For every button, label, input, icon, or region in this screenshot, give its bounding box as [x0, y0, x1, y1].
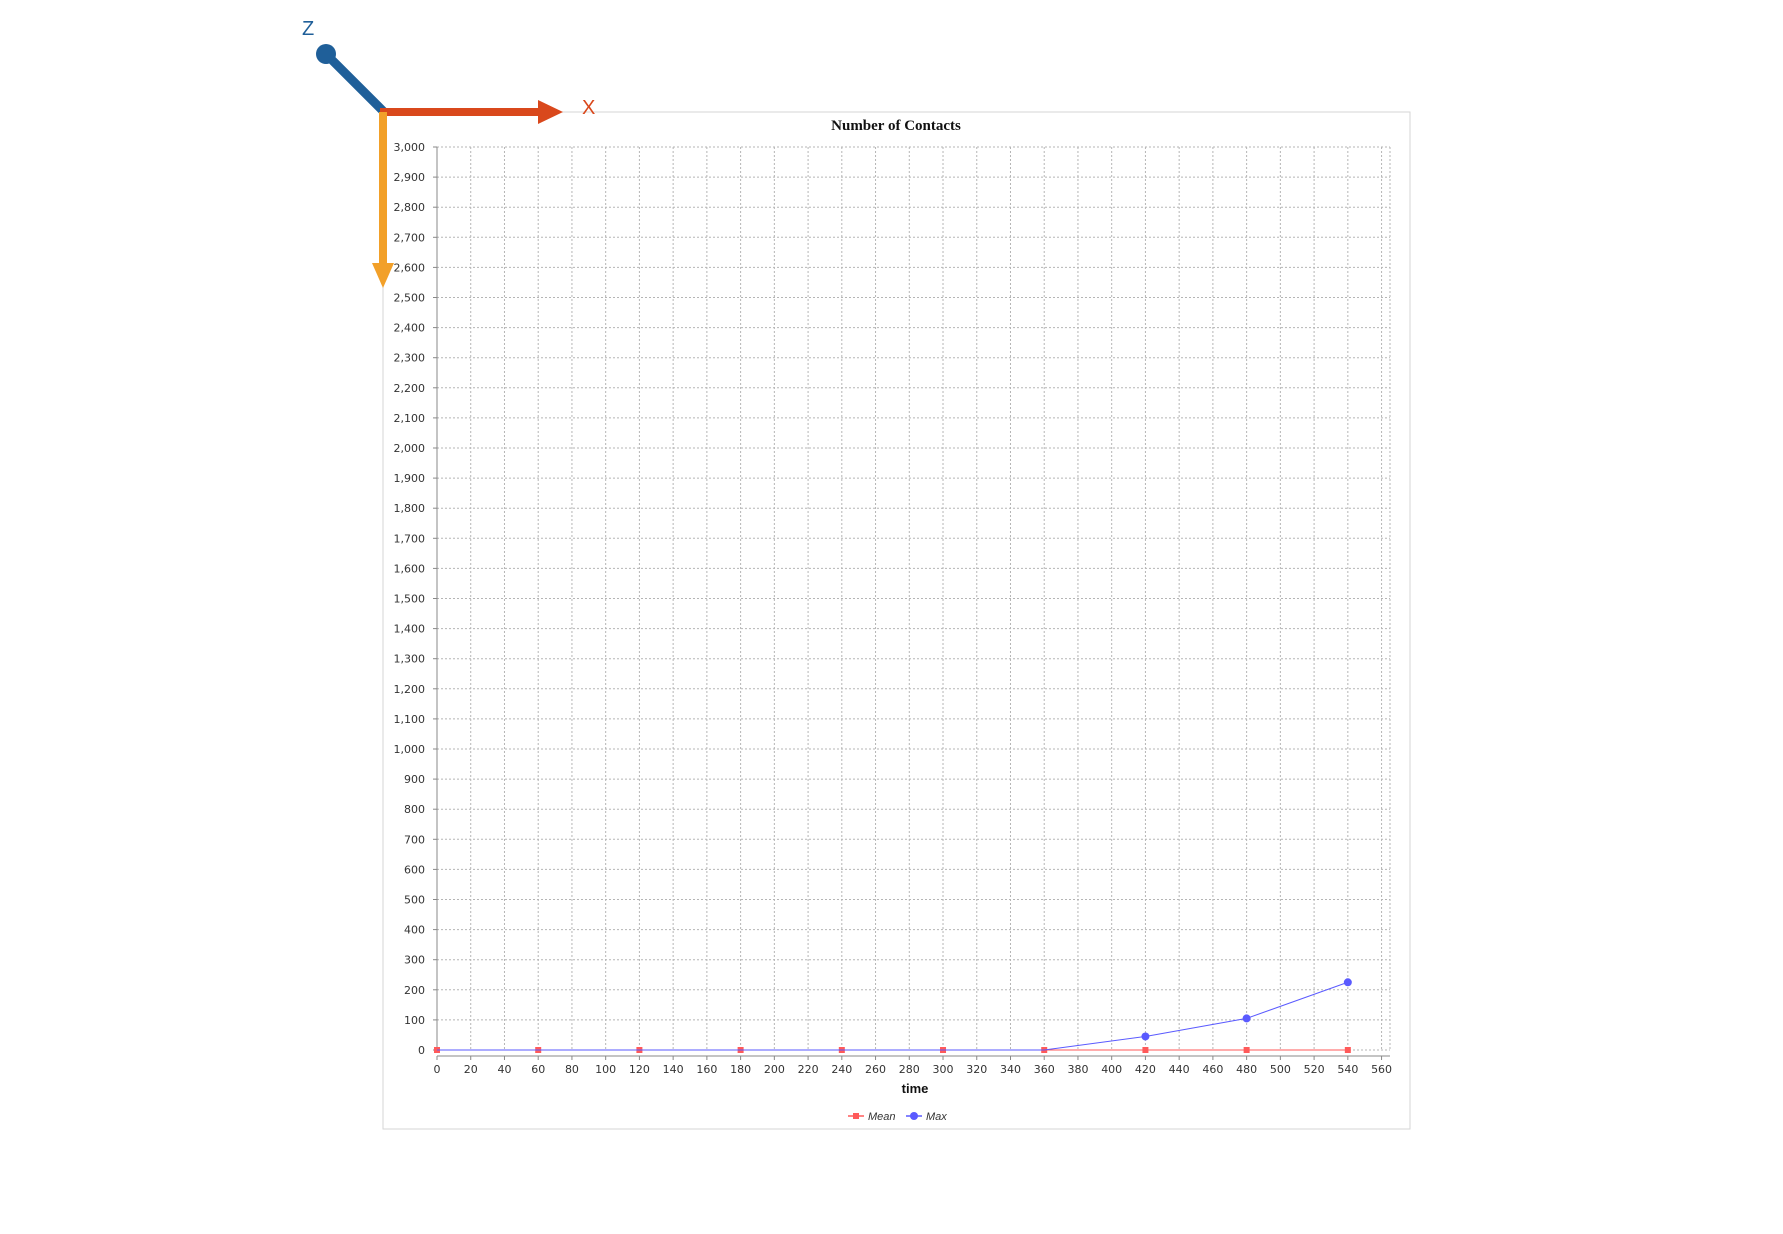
x-tick-label: 20 — [464, 1063, 478, 1076]
legend-swatch-marker — [853, 1113, 859, 1119]
series-layer — [434, 978, 1352, 1053]
legend-item-max: Max — [906, 1111, 947, 1123]
x-tick-label: 40 — [497, 1063, 511, 1076]
chart-frame — [382, 111, 1411, 1130]
y-tick-label: 1,700 — [394, 532, 426, 545]
x-tick-label: 420 — [1135, 1063, 1156, 1076]
y-tick-label: 2,800 — [394, 201, 426, 214]
x-tick-label: 500 — [1270, 1063, 1291, 1076]
y-tick-label: 2,700 — [394, 231, 426, 244]
y-tick-label: 2,900 — [394, 171, 426, 184]
x-tick-label: 360 — [1034, 1063, 1055, 1076]
data-point — [1242, 1014, 1251, 1023]
x-tick-label: 100 — [595, 1063, 616, 1076]
x-tick-label: 460 — [1202, 1063, 1223, 1076]
y-tick-label: 2,500 — [394, 292, 426, 305]
y-tick-label: 2,600 — [394, 261, 426, 274]
x-tick-label: 140 — [663, 1063, 684, 1076]
y-tick-label: 1,800 — [394, 502, 426, 515]
y-tick-label: 1,300 — [394, 653, 426, 666]
y-tick-label: 2,400 — [394, 322, 426, 335]
x-axis-overlay-label: X — [582, 97, 595, 119]
series-line-max — [437, 981, 1348, 1051]
y-tick-label: 1,000 — [394, 743, 426, 756]
y-tick-label: 400 — [404, 924, 425, 937]
series-max — [437, 978, 1352, 1051]
y-tick-label: 200 — [404, 984, 425, 997]
x-tick-label: 120 — [629, 1063, 650, 1076]
y-tick-label: 500 — [404, 894, 425, 907]
x-tick-label: 560 — [1371, 1063, 1392, 1076]
y-tick-label: 800 — [404, 803, 425, 816]
x-tick-label: 480 — [1236, 1063, 1257, 1076]
y-tick-label: 2,300 — [394, 352, 426, 365]
y-tick-label: 1,500 — [394, 593, 426, 606]
data-point — [1344, 1047, 1351, 1053]
x-tick-label: 440 — [1169, 1063, 1190, 1076]
x-tick-label: 300 — [933, 1063, 954, 1076]
y-tick-label: 900 — [404, 773, 425, 786]
x-tick-label: 260 — [865, 1063, 886, 1076]
axis-overlay: Z X — [302, 18, 595, 288]
y-tick-label: 1,900 — [394, 472, 426, 485]
x-tick-label: 280 — [899, 1063, 920, 1076]
x-tick-label: 160 — [696, 1063, 717, 1076]
y-tick-label: 1,600 — [394, 562, 426, 575]
y-tick-label: 1,200 — [394, 683, 426, 696]
y-tick-label: 2,000 — [394, 442, 426, 455]
chart-title: Number of Contacts — [831, 118, 961, 134]
legend-label: Max — [926, 1111, 947, 1123]
x-tick-label: 0 — [434, 1063, 441, 1076]
x-axis-ticks: 0 20 40 60 80 100 120 140 160 180 200 220 240 260 280 3… — [434, 1056, 1392, 1076]
x-axis-label: time — [902, 1081, 929, 1096]
z-axis-label: Z — [302, 18, 314, 40]
y-tick-label: 600 — [404, 863, 425, 876]
y-tick-label: 3,000 — [394, 141, 426, 154]
legend-label: Mean — [868, 1111, 896, 1123]
x-tick-label: 340 — [1000, 1063, 1021, 1076]
data-point — [1141, 1032, 1150, 1041]
x-tick-label: 320 — [966, 1063, 987, 1076]
y-tick-label: 300 — [404, 954, 425, 967]
y-tick-label: 100 — [404, 1014, 425, 1027]
y-tick-label: 0 — [418, 1044, 425, 1057]
x-tick-label: 220 — [798, 1063, 819, 1076]
x-tick-label: 180 — [730, 1063, 751, 1076]
x-tick-label: 380 — [1067, 1063, 1088, 1076]
x-axis-arrowhead — [538, 100, 563, 124]
data-point — [1343, 978, 1352, 987]
x-tick-label: 80 — [565, 1063, 579, 1076]
y-axis-ticks: 0 100 200 300 400 500 600 700 800 900 1,000 1,100 1,… — [394, 141, 437, 1057]
z-axis-knob — [316, 44, 336, 64]
x-tick-label: 520 — [1304, 1063, 1325, 1076]
legend-item-mean: Mean — [848, 1111, 896, 1123]
x-tick-label: 240 — [831, 1063, 852, 1076]
y-tick-label: 2,200 — [394, 382, 426, 395]
y-tick-label: 2,100 — [394, 412, 426, 425]
y-tick-label: 700 — [404, 833, 425, 846]
x-tick-label: 200 — [764, 1063, 785, 1076]
x-tick-label: 540 — [1337, 1063, 1358, 1076]
data-point — [1142, 1047, 1149, 1053]
legend-swatch-marker — [910, 1112, 918, 1120]
y-tick-label: 1,100 — [394, 713, 426, 726]
y-tick-label: 1,400 — [394, 623, 426, 636]
data-point — [1243, 1047, 1250, 1053]
z-axis-arrow — [324, 52, 389, 117]
y-axis-arrowhead — [372, 263, 394, 288]
legend: Mean Max — [848, 1111, 947, 1123]
x-tick-label: 400 — [1101, 1063, 1122, 1076]
x-tick-label: 60 — [531, 1063, 545, 1076]
